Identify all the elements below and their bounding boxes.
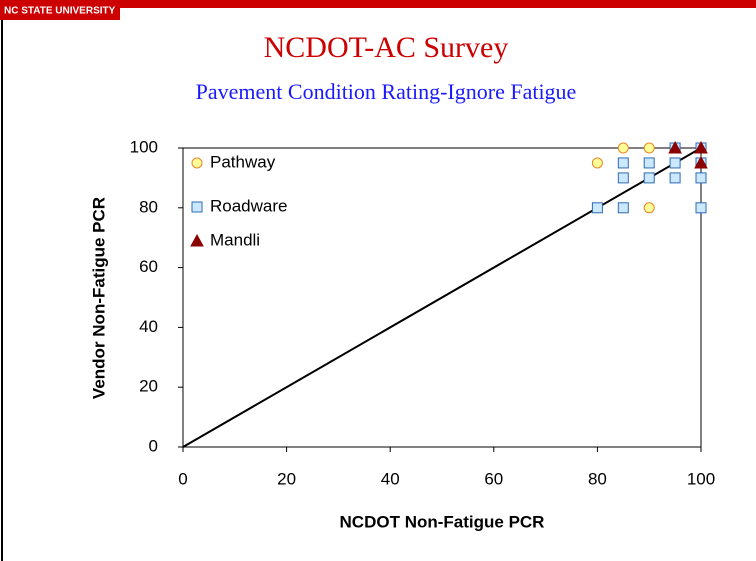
x-tick-label: 60	[484, 469, 503, 488]
point	[668, 140, 682, 154]
header-bar	[0, 0, 756, 8]
x-tick-label: 20	[277, 469, 296, 488]
legend-label: Pathway	[210, 152, 276, 171]
chart-subtitle: Pavement Condition Rating-Ignore Fatigue	[196, 79, 577, 104]
point	[695, 172, 707, 184]
legend-marker	[190, 233, 204, 247]
brand-box	[0, 0, 120, 20]
point	[643, 202, 655, 214]
y-tick-label: 100	[130, 137, 158, 156]
line-of-equality	[182, 147, 702, 448]
point	[617, 202, 629, 214]
point	[669, 172, 681, 184]
x-tick-label: 40	[381, 469, 400, 488]
point	[591, 157, 603, 169]
point	[617, 142, 629, 154]
point	[695, 202, 707, 214]
y-tick-label: 80	[139, 197, 158, 216]
point	[643, 142, 655, 154]
brand: NC STATE UNIVERSITY	[4, 6, 116, 17]
x-axis-label: NCDOT Non-Fatigue PCR	[340, 512, 545, 531]
legend-marker	[191, 201, 203, 213]
y-tick-label: 40	[139, 317, 158, 336]
point	[643, 172, 655, 184]
y-tick-label: 60	[139, 257, 158, 276]
point	[617, 172, 629, 184]
y-tick-label: 0	[149, 436, 158, 455]
plot-frame	[182, 147, 702, 448]
x-tick-label: 100	[687, 469, 715, 488]
point	[694, 140, 708, 154]
point	[694, 155, 708, 169]
legend-label: Roadware	[210, 196, 288, 215]
point	[617, 157, 629, 169]
legend-marker	[191, 157, 203, 169]
y-tick-label: 20	[139, 377, 158, 396]
point	[591, 202, 603, 214]
point	[643, 157, 655, 169]
point	[669, 157, 681, 169]
chart-title: NCDOT-AC Survey	[264, 31, 509, 64]
legend-label: Mandli	[210, 230, 260, 249]
x-tick-label: 0	[178, 469, 187, 488]
x-tick-label: 80	[588, 469, 607, 488]
y-axis-label: Vendor Non-Fatigue PCR	[89, 197, 108, 399]
